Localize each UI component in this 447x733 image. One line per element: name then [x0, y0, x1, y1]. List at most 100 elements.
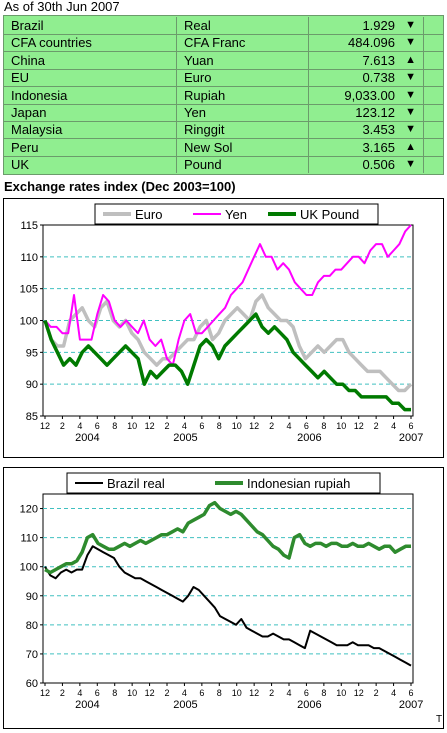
country-name: Indonesia: [11, 87, 68, 103]
rate-row: Peru New Sol 3.165 ▲: [4, 139, 443, 156]
rate-value: 3.165: [362, 139, 395, 155]
arrow-down-icon: ▼: [405, 36, 416, 49]
country-name: CFA countries: [11, 35, 92, 51]
table-row-divider: [4, 155, 443, 157]
x-tick-label: 4: [77, 421, 82, 431]
year-label: 2006: [297, 699, 321, 711]
plot-area: [42, 493, 414, 684]
country-name: China: [11, 52, 45, 68]
x-tick-label: 4: [391, 688, 396, 698]
y-tick-label: 100: [20, 562, 38, 574]
rate-value: 123.12: [355, 105, 395, 120]
x-tick-label: 6: [95, 421, 100, 431]
series-line-pound: [43, 312, 411, 412]
currency-name: Rupiah: [184, 87, 226, 103]
legend-label: Indonesian rupiah: [247, 476, 350, 491]
x-tick-label: 12: [354, 421, 364, 431]
x-tick-label: 8: [217, 688, 222, 698]
x-tick-label: 6: [304, 421, 309, 431]
series-line-rupiah: [44, 500, 411, 575]
x-tick-label: 2: [60, 421, 65, 431]
x-tick-label: 10: [232, 688, 242, 698]
rate-row: Malaysia Ringgit 3.453 ▼: [4, 121, 443, 138]
rate-row: Brazil Real 1.929 ▼: [4, 17, 443, 34]
x-tick-label: 6: [408, 688, 413, 698]
y-tick-label: 70: [26, 649, 38, 661]
currency-name: Real: [184, 18, 211, 33]
country-name: Brazil: [11, 18, 44, 33]
year-label: 2004: [75, 699, 99, 711]
currency-name: Euro: [184, 70, 212, 86]
table-row-divider: [4, 51, 443, 53]
y-tick-label: 80: [26, 620, 38, 632]
country-name: EU: [11, 70, 30, 86]
rate-value: 0.506: [362, 157, 395, 173]
currency-name: New Sol: [184, 139, 233, 155]
as-of-date: As of 30th Jun 2007: [4, 0, 120, 14]
year-label: 2007: [399, 432, 423, 444]
rate-row: China Yuan 7.613 ▲: [4, 52, 443, 69]
x-tick-label: 8: [112, 421, 117, 431]
arrow-up-icon: ▲: [405, 140, 416, 153]
rate-row: EU Euro 0.738 ▼: [4, 69, 443, 86]
table-divider: [176, 17, 177, 173]
y-tick-label: 110: [20, 252, 38, 264]
exchange-rates-index-chart: 85 90 95 100 105 110 115 12 2 4 6 8 10 12 2 4 6 8 10 12 2 4 6 8…: [3, 198, 444, 458]
x-tick-label: 10: [232, 421, 242, 431]
series-line-real: [44, 545, 412, 667]
x-tick-label: 4: [182, 688, 187, 698]
x-tick-label: 10: [336, 688, 346, 698]
legend-label: Euro: [135, 207, 162, 222]
footer-mark: T: [436, 714, 443, 725]
x-tick-label: 2: [374, 421, 379, 431]
series-line-yen: [44, 224, 412, 367]
x-tick-label: 6: [304, 688, 309, 698]
table-divider: [308, 17, 309, 173]
x-tick-label: 4: [286, 421, 291, 431]
table-row-divider: [4, 33, 443, 35]
rate-row: Indonesia Rupiah 9,033.00 ▼: [4, 87, 443, 104]
x-tick-label: 6: [408, 421, 413, 431]
x-tick-label: 8: [112, 688, 117, 698]
x-tick-label: 6: [95, 688, 100, 698]
table-row-divider: [4, 138, 443, 140]
arrow-down-icon: ▼: [405, 123, 416, 136]
legend-label: Yen: [225, 207, 247, 222]
x-tick-label: 4: [77, 688, 82, 698]
x-tick-label: 2: [374, 688, 379, 698]
x-tick-label: 12: [249, 688, 259, 698]
year-label: 2005: [173, 432, 197, 444]
arrow-down-icon: ▼: [405, 71, 416, 84]
legend-label: UK Pound: [300, 207, 359, 222]
rate-value: 7.613: [362, 52, 395, 68]
year-label: 2005: [173, 699, 197, 711]
x-tick-label: 2: [60, 688, 65, 698]
y-tick-label: 95: [26, 347, 38, 359]
x-tick-label: 12: [145, 688, 155, 698]
x-tick-label: 2: [269, 421, 274, 431]
legend-box: [94, 203, 379, 225]
x-tick-label: 6: [199, 421, 204, 431]
y-tick-label: 100: [20, 316, 38, 328]
series-line-euro: [43, 293, 413, 393]
x-tick-label: 4: [286, 688, 291, 698]
x-tick-label: 12: [145, 421, 155, 431]
index-chart-title: Exchange rates index (Dec 2003=100): [4, 179, 236, 194]
year-label: 2006: [297, 432, 321, 444]
x-tick-label: 12: [249, 421, 259, 431]
rate-row: CFA countries CFA Franc 484.096 ▼: [4, 34, 443, 51]
y-tick-label: 105: [20, 284, 38, 296]
currency-name: CFA Franc: [184, 35, 246, 51]
country-name: UK: [11, 157, 30, 173]
arrow-down-icon: ▼: [405, 88, 416, 101]
legend-label: Brazil real: [107, 476, 165, 491]
x-tick-label: 10: [127, 421, 137, 431]
year-label: 2007: [399, 699, 423, 711]
arrow-up-icon: ▲: [405, 53, 416, 66]
table-divider: [423, 17, 424, 173]
x-tick-label: 10: [336, 421, 346, 431]
x-tick-label: 2: [164, 421, 169, 431]
y-tick-label: 90: [26, 591, 38, 603]
x-tick-label: 8: [321, 421, 326, 431]
y-tick-label: 60: [26, 678, 38, 690]
